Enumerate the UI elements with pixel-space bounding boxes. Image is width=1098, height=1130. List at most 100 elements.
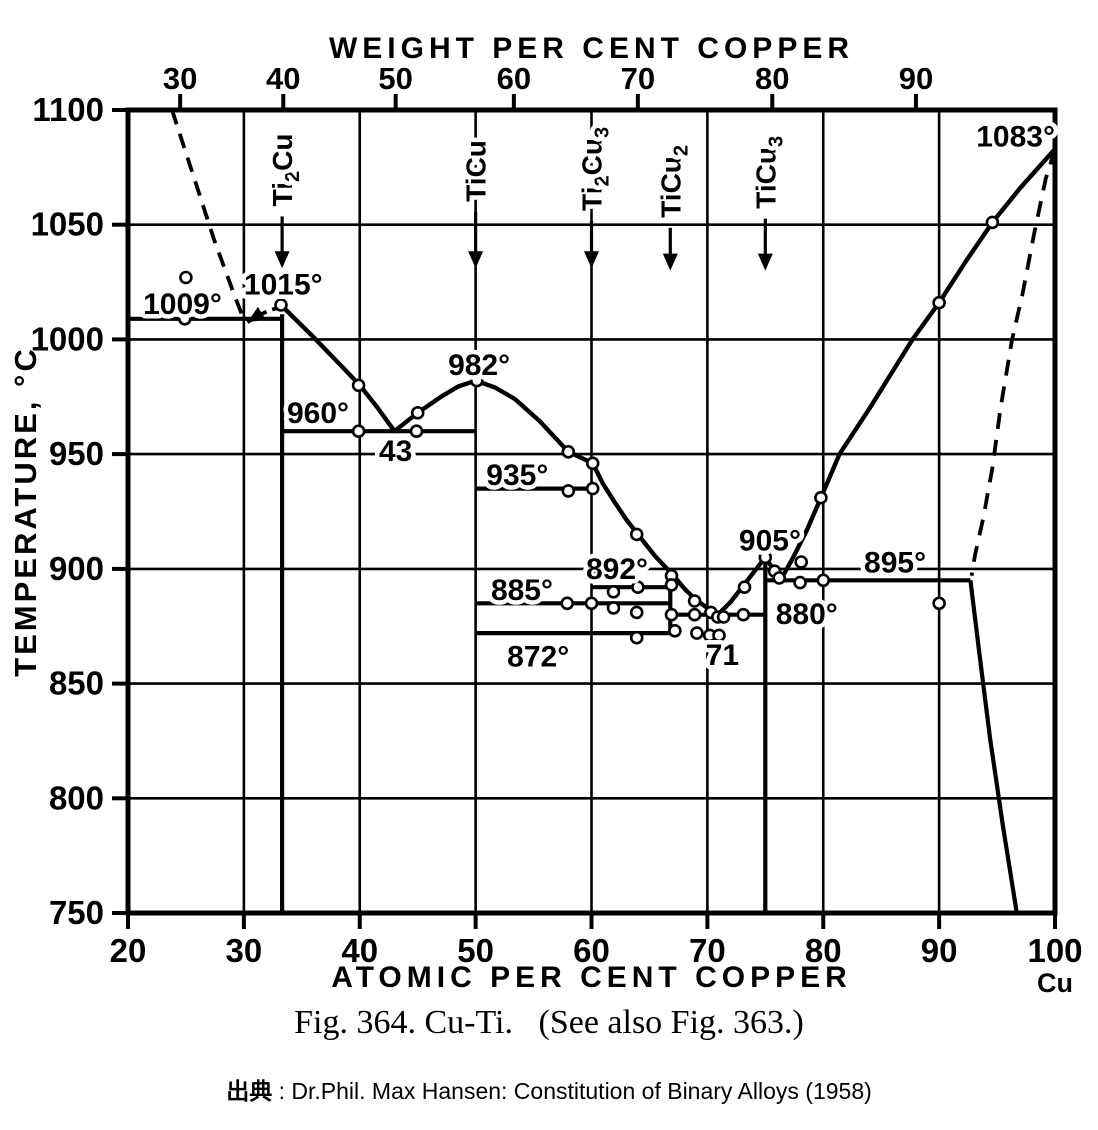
temp-label: 872°: [507, 640, 569, 673]
data-point: [736, 607, 751, 622]
data-point: [816, 573, 831, 588]
left-tick-label: 750: [49, 894, 104, 931]
temp-label: 71: [706, 639, 739, 672]
source-text: Dr.Phil. Max Hansen: Constitution of Bin…: [291, 1078, 872, 1104]
temp-label: 43: [379, 435, 412, 468]
liquidus-extension: [170, 109, 245, 318]
top-axis-title: WEIGHT PER CENT COPPER: [329, 32, 854, 65]
data-point: [794, 555, 809, 569]
annotations: 1009° 1015° 982° 960° 43 935° 892° 885° 872° 905°…: [139, 116, 1060, 678]
data-point: [606, 601, 621, 615]
source-line: 出典 : Dr.Phil. Max Hansen: Constitution o…: [0, 1072, 1098, 1106]
compound-label: TiCu3: [750, 136, 787, 209]
arrowhead-icon: [584, 251, 599, 269]
bottom-tick-label: 30: [226, 932, 263, 969]
data-point: [985, 215, 1000, 230]
bottom-tick-label: 100: [1027, 932, 1082, 969]
data-point: [668, 623, 682, 638]
data-point: [664, 607, 679, 622]
arrowhead-icon: [757, 253, 773, 271]
data-point: [758, 550, 773, 565]
temp-label: 895°: [864, 546, 926, 579]
source-separator: :: [272, 1078, 292, 1104]
bottom-tick-label: 90: [921, 932, 958, 969]
data-point: [178, 311, 192, 326]
data-point: [932, 596, 946, 611]
data-point: [351, 378, 366, 393]
data-point: [664, 578, 679, 592]
left-tick-label: 900: [49, 550, 104, 587]
data-point: [584, 568, 599, 583]
data-point: [351, 424, 366, 439]
temp-label: 982°: [448, 349, 510, 382]
top-tick-label: 50: [378, 61, 412, 96]
phase-diagram: 30 40 50 60 70 80 90 WEIGHT PER CENT COPPER 20 30…: [8, 32, 1083, 998]
phase-boundaries: [128, 314, 1019, 914]
Cu-solidus: [969, 148, 1057, 577]
bottom-axis-title: ATOMIC PER CENT COPPER: [331, 961, 852, 994]
top-tick-label: 90: [899, 61, 933, 96]
top-tick-label: 70: [621, 61, 655, 96]
data-point: [737, 580, 752, 595]
liquidus: [279, 147, 1057, 616]
data-point: [606, 584, 621, 599]
top-tick-label: 60: [497, 61, 531, 96]
data-point: [690, 626, 704, 640]
data-point: [687, 607, 702, 622]
plot-border: [125, 107, 1058, 916]
bottom-axis-unit: Cu: [1037, 968, 1073, 998]
data-point: [629, 527, 644, 542]
data-point: [687, 594, 702, 608]
data-point: [629, 630, 644, 645]
Cu-solvus: [968, 580, 1019, 914]
data-point: [712, 628, 726, 643]
temp-label: 905°: [739, 525, 801, 558]
compound-label: TiCu2: [655, 145, 692, 218]
data-point: [585, 456, 600, 471]
left-axis-title: TEMPERATURE, °C: [8, 346, 43, 677]
temp-label: 960°: [287, 397, 349, 430]
data-point: [793, 575, 807, 590]
left-tick-label: 850: [49, 665, 104, 702]
source-prefix: 出典: [226, 1078, 273, 1104]
compound-markers: Ti2Cu TiCu Ti2Cu3 TiCu2 TiCu3: [263, 122, 792, 271]
data-point: [560, 596, 575, 611]
data-point: [585, 481, 600, 496]
data-point: [409, 424, 424, 439]
data-point: [772, 571, 787, 585]
bottom-tick-label: 70: [689, 932, 726, 969]
bottom-tick-label: 40: [341, 932, 378, 969]
left-tick-label: 1000: [31, 320, 104, 357]
compound-label: Ti2Cu3: [577, 127, 614, 211]
dashed-boundaries: [170, 109, 1057, 577]
data-point: [469, 373, 484, 388]
data-point: [179, 270, 193, 285]
data-points: [178, 215, 1000, 645]
figure-caption: Fig. 364. Cu-Ti. (See also Fig. 363.): [294, 1004, 804, 1041]
top-tick-label: 80: [755, 61, 789, 96]
temp-label: 1009°: [143, 288, 222, 321]
temp-label: 892°: [586, 553, 648, 586]
data-point: [561, 484, 576, 498]
arrowhead-icon: [274, 251, 290, 269]
axes: 30 40 50 60 70 80 90 WEIGHT PER CENT COPPER 20 30…: [8, 32, 1083, 998]
data-point: [274, 298, 288, 312]
left-tick-label: 1050: [31, 206, 104, 243]
temp-label: 1015°: [244, 269, 323, 302]
data-point: [814, 490, 828, 505]
data-point: [631, 580, 645, 595]
data-point: [561, 444, 576, 459]
top-tick-label: 30: [163, 61, 197, 96]
left-tick-label: 950: [49, 435, 104, 472]
temp-label: 1083°: [976, 121, 1055, 154]
compound-label: Ti2Cu: [267, 134, 304, 207]
bottom-tick-label: 20: [110, 932, 147, 969]
compound-label: TiCu: [461, 140, 492, 202]
top-tick-label: 40: [266, 61, 300, 96]
liquidus-curve: [279, 147, 1057, 616]
bottom-tick-label: 50: [457, 932, 494, 969]
bottom-tick-label: 80: [805, 932, 842, 969]
arrowhead-icon: [662, 253, 678, 271]
data-point: [584, 596, 599, 611]
